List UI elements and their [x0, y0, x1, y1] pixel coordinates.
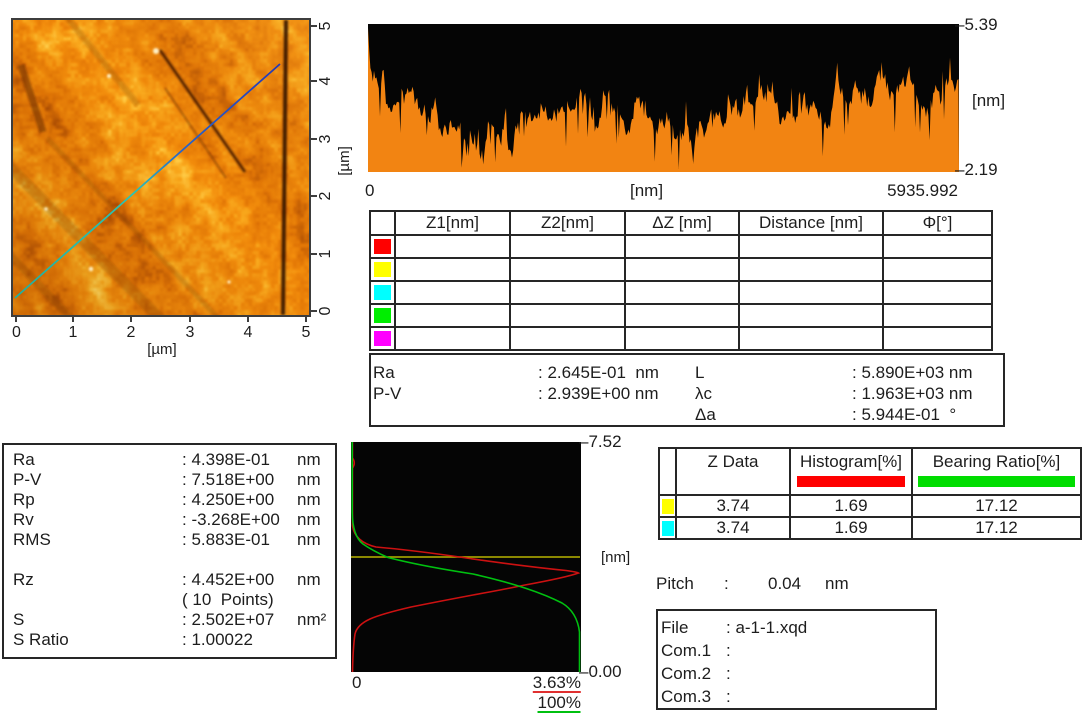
svg-text:[µm]: [µm] [336, 146, 353, 175]
svg-text:5: 5 [302, 324, 311, 341]
svg-text:2: 2 [127, 324, 136, 341]
svg-text:1: 1 [69, 324, 78, 341]
svg-text:[µm]: [µm] [147, 341, 176, 358]
svg-text:3: 3 [317, 134, 334, 143]
svg-text:2: 2 [317, 191, 334, 200]
svg-text:4: 4 [317, 76, 334, 85]
svg-text:1: 1 [317, 249, 334, 258]
svg-text:4: 4 [244, 324, 253, 341]
svg-text:0: 0 [317, 306, 334, 315]
svg-text:5: 5 [317, 21, 334, 30]
svg-text:0: 0 [12, 324, 21, 341]
svg-text:3: 3 [186, 324, 195, 341]
